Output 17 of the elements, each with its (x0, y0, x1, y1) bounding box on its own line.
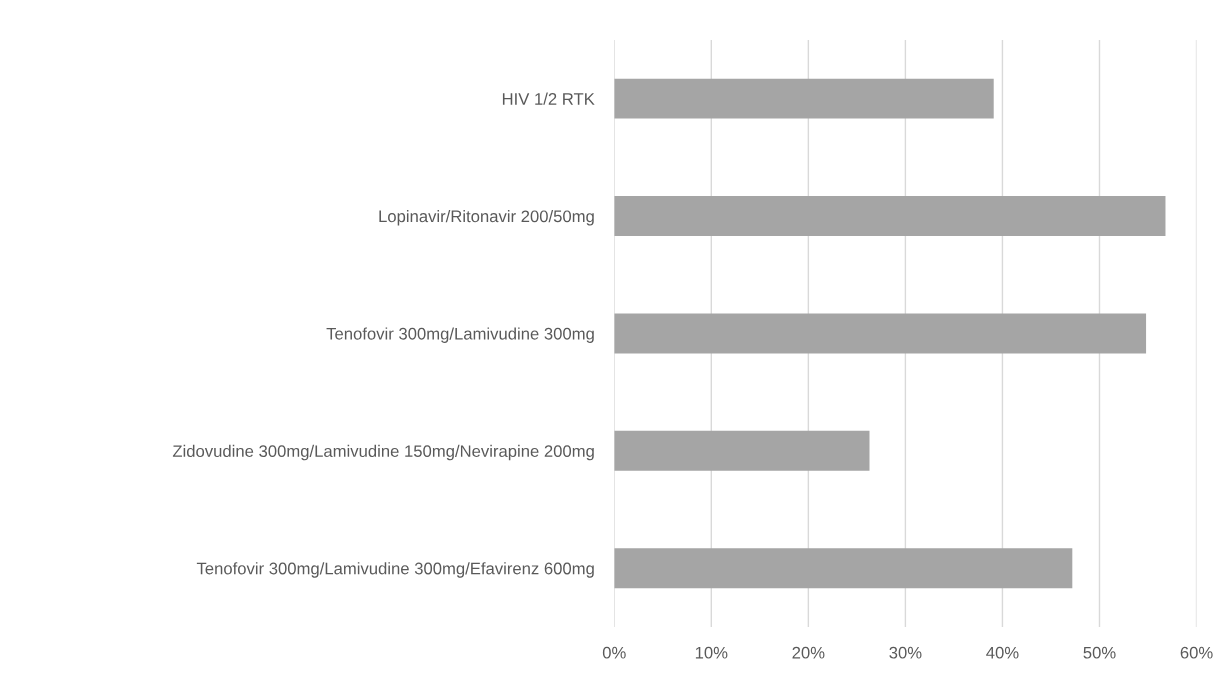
bar (614, 548, 1073, 589)
x-tick-label: 40% (986, 646, 1019, 659)
x-tick-label: 10% (695, 646, 728, 659)
x-tick-label: 50% (1083, 646, 1116, 659)
y-tick-label: Tenofovir 300mg/Lamivudine 300mg/Efavirenz 600mg (196, 562, 594, 578)
y-tick-label: Zidovudine 300mg/Lamivudine 150mg/Nevirapine 200mg (172, 444, 594, 461)
bar (614, 430, 870, 471)
y-tick-label: HIV 1/2 RTK (502, 92, 595, 105)
bar (614, 196, 1166, 236)
x-tick-label: 30% (889, 646, 922, 659)
bar (614, 313, 1147, 354)
y-tick-label: Lopinavir/Ritonavir 200/50mg (379, 209, 594, 226)
x-tick-label: 60% (1180, 646, 1213, 659)
y-tick-label: Tenofovir 300mg/Lamivudine 300mg (326, 327, 594, 343)
bar (614, 78, 994, 119)
x-tick-label: 0% (602, 646, 626, 659)
x-tick-label: 20% (792, 646, 825, 659)
